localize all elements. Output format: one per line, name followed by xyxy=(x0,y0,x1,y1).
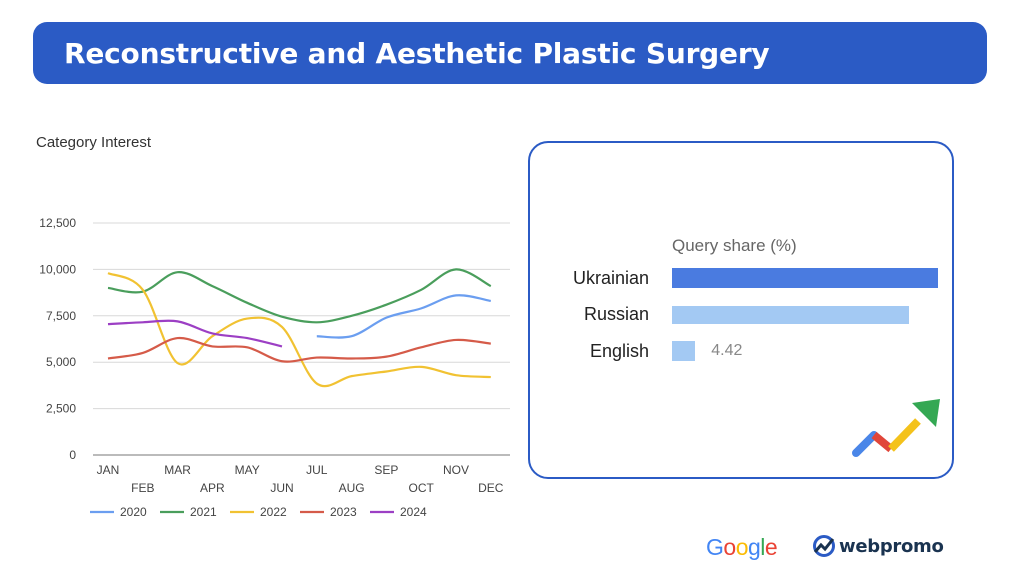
legend-label-2021: 2021 xyxy=(190,505,217,519)
x-tick-label: JAN xyxy=(97,463,120,477)
webpromo-logo: webpromo xyxy=(812,534,944,558)
bar-english xyxy=(672,341,696,361)
query-share-title: Query share (%) xyxy=(672,236,797,255)
title-banner: Reconstructive and Aesthetic Plastic Sur… xyxy=(33,22,987,84)
page-title: Reconstructive and Aesthetic Plastic Sur… xyxy=(64,36,770,70)
legend-label-2022: 2022 xyxy=(260,505,287,519)
series-line-2021 xyxy=(107,268,492,324)
legend-label-2020: 2020 xyxy=(120,505,147,519)
webpromo-wordmark: webpromo xyxy=(839,535,944,557)
google-letter: o xyxy=(735,534,749,560)
x-tick-label: JUL xyxy=(306,463,328,477)
category-interest-chart: 0 2,500 5,000 7,500 10,000 12,500 JAN FEB MAR APR… xyxy=(39,216,510,519)
google-letter: G xyxy=(706,534,724,560)
x-tick-label: OCT xyxy=(409,481,435,495)
x-tick-label: JUN xyxy=(270,481,293,495)
trend-arrow-icon xyxy=(852,399,940,457)
x-tick-label: MAY xyxy=(235,463,260,477)
series-line-2020 xyxy=(316,294,492,339)
x-tick-label: NOV xyxy=(443,463,469,477)
bar-value-english: 4.42 xyxy=(711,342,743,359)
webpromo-icon xyxy=(813,535,835,557)
query-share-panel: Query share (%) Ukrainian Russian Englis… xyxy=(528,141,954,479)
bar-label-ukrainian: Ukrainian xyxy=(572,268,649,288)
bar-ukrainian xyxy=(672,268,938,288)
x-tick-label: DEC xyxy=(478,481,504,495)
google-letter: e xyxy=(764,534,778,560)
x-tick-label: MAR xyxy=(164,463,191,477)
y-tick-label: 2,500 xyxy=(46,402,76,416)
y-tick-label: 0 xyxy=(69,448,76,462)
series-line-2022 xyxy=(107,272,491,388)
y-tick-label: 10,000 xyxy=(39,262,76,276)
google-logo: Google xyxy=(706,534,778,561)
google-letter: l xyxy=(760,534,765,560)
google-letter: g xyxy=(747,534,761,560)
series-line-2024 xyxy=(107,319,283,348)
x-tick-label: FEB xyxy=(131,481,154,495)
y-tick-label: 12,500 xyxy=(39,216,76,230)
bar-russian xyxy=(672,306,909,324)
chart-title: Category Interest xyxy=(36,134,152,151)
x-tick-label: SEP xyxy=(374,463,398,477)
legend-label-2023: 2023 xyxy=(330,505,357,519)
bar-label-english: English xyxy=(589,341,649,361)
y-tick-label: 7,500 xyxy=(46,309,76,323)
bar-label-russian: Russian xyxy=(583,304,649,324)
legend-label-2024: 2024 xyxy=(400,505,427,519)
x-tick-label: APR xyxy=(200,481,225,495)
y-tick-label: 5,000 xyxy=(46,355,76,369)
google-letter: o xyxy=(723,534,736,560)
x-tick-label: AUG xyxy=(339,481,365,495)
series-line-2023 xyxy=(107,336,491,363)
